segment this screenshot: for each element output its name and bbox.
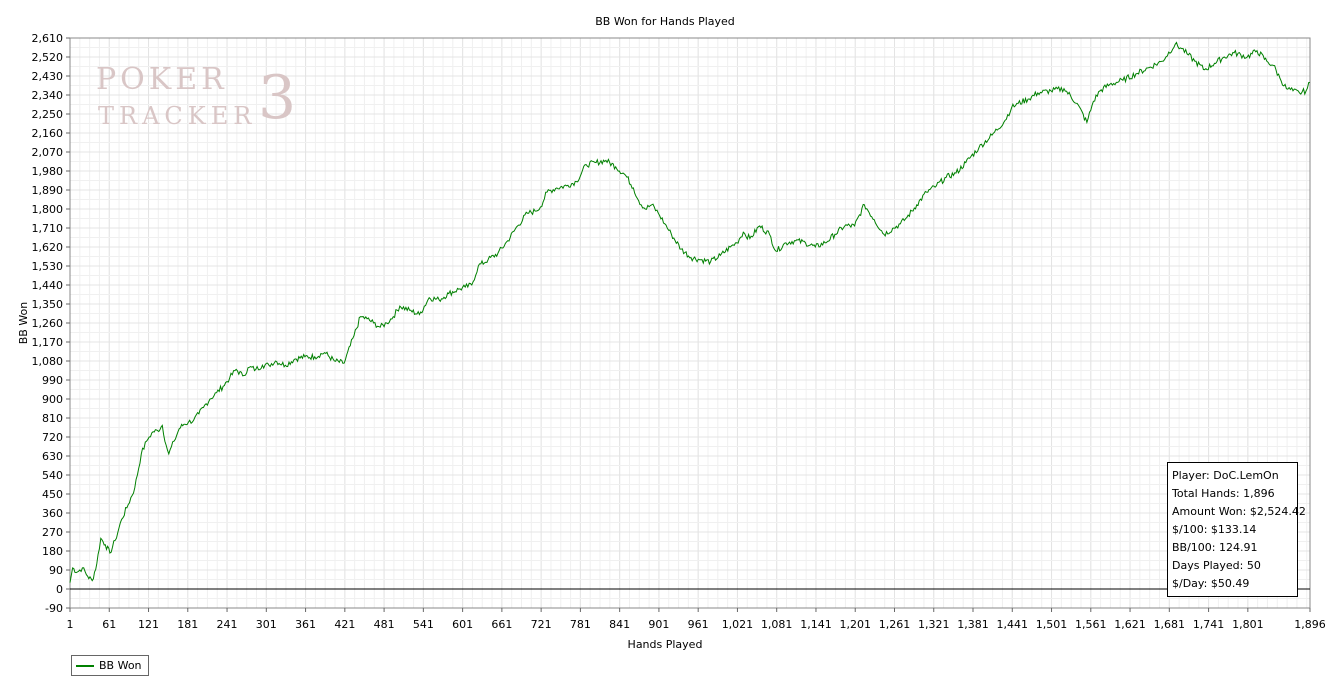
y-tick-label: 360 bbox=[42, 507, 63, 520]
y-tick-label: 1,980 bbox=[32, 165, 64, 178]
x-tick-label: 301 bbox=[256, 618, 277, 631]
x-tick-label: 1,201 bbox=[839, 618, 871, 631]
legend-swatch-bb-won bbox=[76, 664, 94, 667]
x-tick-label: 1,801 bbox=[1232, 618, 1264, 631]
x-tick-label: 1,681 bbox=[1154, 618, 1186, 631]
y-tick-label: 450 bbox=[42, 488, 63, 501]
stat-days-played: Days Played: 50 bbox=[1172, 559, 1261, 572]
y-tick-label: 630 bbox=[42, 450, 63, 463]
stat-bb-per-100: BB/100: 124.91 bbox=[1172, 541, 1258, 554]
x-tick-label: 961 bbox=[688, 618, 709, 631]
x-tick-label: 1,021 bbox=[722, 618, 754, 631]
x-tick-label: 601 bbox=[452, 618, 473, 631]
y-axis-label: BB Won bbox=[17, 302, 30, 345]
x-tick-label: 1,141 bbox=[800, 618, 832, 631]
legend: BB Won bbox=[71, 655, 149, 676]
legend-label-bb-won: BB Won bbox=[99, 659, 142, 672]
x-tick-label: 1,561 bbox=[1075, 618, 1107, 631]
watermark: POKER TRACKER 3 bbox=[96, 62, 296, 133]
y-axis: -90 0 90 180 270 360 450 540 630 720 810 900 990 1,08… bbox=[32, 32, 70, 615]
x-tick-label: 1,441 bbox=[997, 618, 1029, 631]
series-line-bb-won bbox=[69, 41, 1311, 583]
stat-total-hands: Total Hands: 1,896 bbox=[1172, 487, 1275, 500]
y-tick-label: 540 bbox=[42, 469, 63, 482]
y-tick-label: 1,440 bbox=[32, 279, 64, 292]
y-tick-label: 810 bbox=[42, 412, 63, 425]
y-tick-label: 0 bbox=[56, 583, 63, 596]
x-tick-label: 781 bbox=[570, 618, 591, 631]
y-tick-label: -90 bbox=[45, 602, 63, 615]
x-tick-label: 1,621 bbox=[1114, 618, 1146, 631]
y-tick-label: 1,170 bbox=[32, 336, 64, 349]
y-tick-label: 1,620 bbox=[32, 241, 64, 254]
x-tick-label: 121 bbox=[138, 618, 159, 631]
y-tick-label: 1,080 bbox=[32, 355, 64, 368]
x-tick-label: 1,321 bbox=[918, 618, 950, 631]
x-tick-label: 181 bbox=[177, 618, 198, 631]
x-tick-label: 421 bbox=[334, 618, 355, 631]
x-tick-label: 241 bbox=[217, 618, 238, 631]
x-tick-label: 61 bbox=[102, 618, 116, 631]
chart-title: BB Won for Hands Played bbox=[595, 15, 735, 28]
y-tick-label: 90 bbox=[49, 564, 63, 577]
y-tick-label: 2,160 bbox=[32, 127, 64, 140]
x-tick-label: 541 bbox=[413, 618, 434, 631]
x-tick-label: 841 bbox=[609, 618, 630, 631]
x-tick-label: 481 bbox=[374, 618, 395, 631]
x-tick-label: 1,501 bbox=[1036, 618, 1068, 631]
x-tick-label: 661 bbox=[491, 618, 512, 631]
stat-dollars-per-100: $/100: $133.14 bbox=[1172, 523, 1257, 536]
y-tick-label: 1,800 bbox=[32, 203, 64, 216]
x-tick-label: 1,081 bbox=[761, 618, 793, 631]
y-tick-label: 2,340 bbox=[32, 89, 64, 102]
y-tick-label: 1,350 bbox=[32, 298, 64, 311]
y-tick-label: 1,710 bbox=[32, 222, 64, 235]
y-tick-label: 180 bbox=[42, 545, 63, 558]
x-tick-label: 1,896 bbox=[1294, 618, 1326, 631]
watermark-poker: POKER bbox=[96, 62, 228, 97]
stat-player: Player: DoC.LemOn bbox=[1172, 469, 1279, 482]
y-tick-label: 900 bbox=[42, 393, 63, 406]
watermark-3: 3 bbox=[258, 63, 296, 133]
y-tick-label: 1,260 bbox=[32, 317, 64, 330]
y-tick-label: 270 bbox=[42, 526, 63, 539]
y-tick-label: 2,610 bbox=[32, 32, 64, 45]
x-tick-label: 721 bbox=[531, 618, 552, 631]
stat-amount-won: Amount Won: $2,524.42 bbox=[1172, 505, 1306, 518]
y-tick-label: 2,250 bbox=[32, 108, 64, 121]
stat-dollars-per-day: $/Day: $50.49 bbox=[1172, 577, 1250, 590]
y-tick-label: 2,520 bbox=[32, 51, 64, 64]
y-tick-label: 1,530 bbox=[32, 260, 64, 273]
y-tick-label: 2,070 bbox=[32, 146, 64, 159]
x-tick-label: 361 bbox=[295, 618, 316, 631]
x-tick-label: 901 bbox=[648, 618, 669, 631]
player-stats-box: Player: DoC.LemOn Total Hands: 1,896 Amo… bbox=[1167, 462, 1306, 597]
y-tick-label: 2,430 bbox=[32, 70, 64, 83]
x-tick-label: 1,741 bbox=[1193, 618, 1225, 631]
x-tick-label: 1,261 bbox=[879, 618, 911, 631]
x-tick-label: 1,381 bbox=[957, 618, 989, 631]
watermark-tracker: TRACKER bbox=[98, 102, 256, 130]
y-tick-label: 720 bbox=[42, 431, 63, 444]
x-tick-label: 1 bbox=[67, 618, 74, 631]
y-tick-label: 990 bbox=[42, 374, 63, 387]
x-axis: 1 61 121 181 241 301 361 421 481 541 601 661 721 781 8… bbox=[67, 608, 1326, 631]
y-tick-label: 1,890 bbox=[32, 184, 64, 197]
x-axis-label: Hands Played bbox=[628, 638, 703, 651]
